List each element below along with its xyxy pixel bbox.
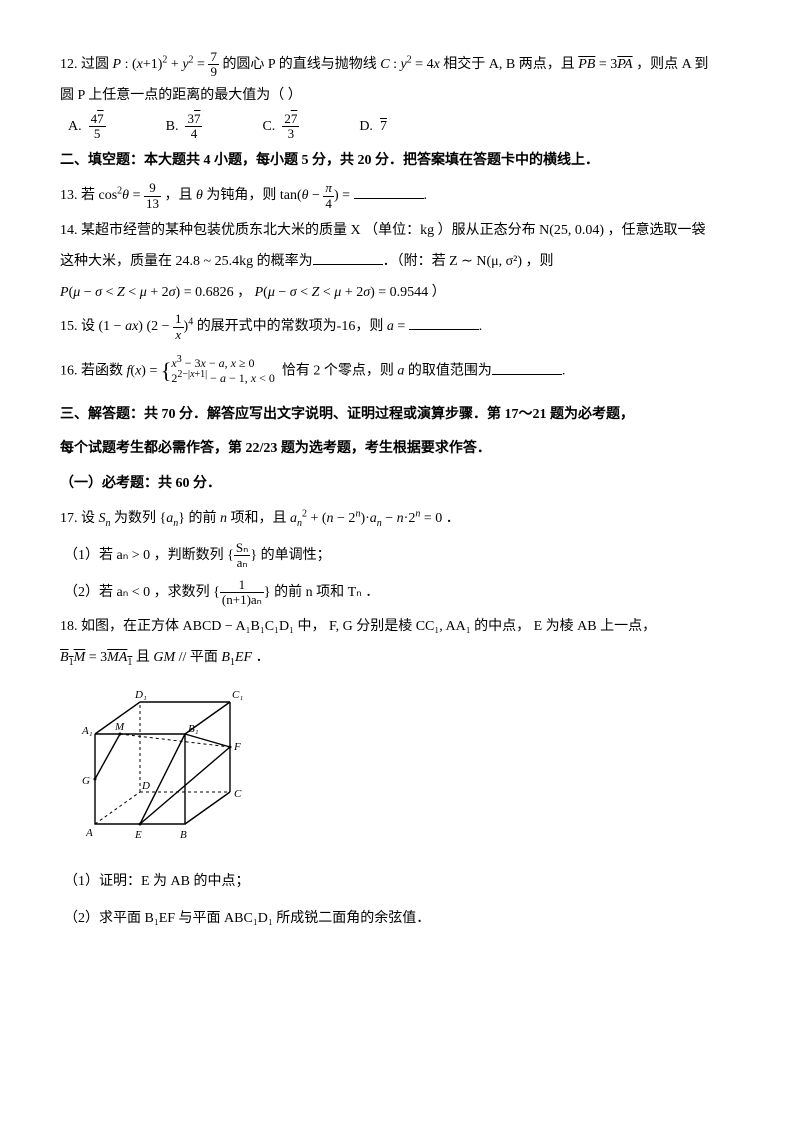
q18-line2: B1M = 3MA1 且 GM // 平面 B1EF ． (60, 643, 740, 674)
q18-part1: （1）证明：E 为 AB 的中点； (60, 867, 740, 898)
svg-text:B: B (180, 829, 187, 841)
svg-text:C₁: C₁ (232, 689, 243, 701)
section-3-title-a: 三、解答题：共 70 分．解答应写出文字说明、证明过程或演算步骤．第 17～21… (60, 400, 740, 431)
svg-text:G: G (82, 775, 90, 787)
question-17: 17. 设 Sn 为数列 {an} 的前 n 项和，且 an2 + (n − 2… (60, 504, 740, 608)
svg-text:C: C (234, 788, 242, 800)
q12-text1: 过圆 P : (x+1)2 + y2 = 79 的圆心 P 的直线与抛物线 C … (81, 57, 708, 72)
question-15: 15. 设 (1 − ax) (2 − 1x)4 的展开式中的常数项为-16，则… (60, 312, 740, 343)
section-3-title-b: 每个试题考生都必需作答，第 22/23 题为选考题，考生根据要求作答． (60, 434, 740, 465)
q12-num: 12. (60, 57, 78, 72)
q18-part2: （2）求平面 B₁EF 与平面 ABC₁D₁ 所成锐二面角的余弦值． (60, 904, 740, 935)
blank-16[interactable] (492, 360, 562, 375)
svg-text:M: M (114, 721, 125, 733)
svg-text:D: D (141, 780, 150, 792)
option-a[interactable]: A. 475 (68, 112, 106, 143)
svg-text:B₁: B₁ (188, 723, 199, 735)
question-14: 14. 某超市经营的某种包装优质东北大米的质量 X （单位：kg ）服从正态分布… (60, 216, 740, 308)
blank-13[interactable] (354, 184, 424, 199)
svg-text:A₁: A₁ (81, 725, 93, 737)
section-2-title: 二、填空题：本大题共 4 小题，每小题 5 分，共 20 分．把答案填在答题卡中… (60, 146, 740, 177)
question-18: 18. 如图，在正方体 ABCD − A₁B₁C₁D₁ 中， F, G 分别是棱… (60, 612, 740, 934)
question-12: 12. 过圆 P : (x+1)2 + y2 = 79 的圆心 P 的直线与抛物… (60, 50, 740, 142)
svg-text:E: E (134, 829, 142, 841)
svg-text:A: A (85, 827, 93, 839)
option-d[interactable]: D. 7 (359, 112, 387, 143)
q17-part2: （2）若 aₙ < 0 ，求数列 {1(n+1)aₙ} 的前 n 项和 Tₙ ． (60, 578, 740, 609)
subsection-title: （一）必考题：共 60 分． (60, 469, 740, 500)
svg-text:F: F (233, 741, 241, 753)
blank-15[interactable] (409, 315, 479, 330)
cube-figure: D₁ C₁ A₁ M B₁ F G D C A E B (80, 684, 740, 857)
q12-options: A. 475 B. 374 C. 273 D. 7 (60, 112, 740, 143)
q12-line2: 圆 P 上任意一点的距离的最大值为（ ） (60, 81, 740, 112)
question-16: 16. 若函数 f(x) = { x3 − 3x − a, x ≥ 0 22−|… (60, 347, 740, 395)
q17-part1: （1）若 aₙ > 0 ，判断数列 {Sₙaₙ} 的单调性； (60, 541, 740, 572)
blank-14[interactable] (313, 250, 383, 265)
q14-formula: P(μ − σ < Z < μ + 2σ) = 0.6826 ， P(μ − σ… (60, 278, 740, 309)
option-c[interactable]: C. 273 (262, 112, 299, 143)
option-b[interactable]: B. 374 (166, 112, 203, 143)
svg-text:D₁: D₁ (134, 689, 147, 701)
question-13: 13. 若 cos2θ = 913 ，且 θ 为钝角，则 tan(θ − π4)… (60, 181, 740, 212)
